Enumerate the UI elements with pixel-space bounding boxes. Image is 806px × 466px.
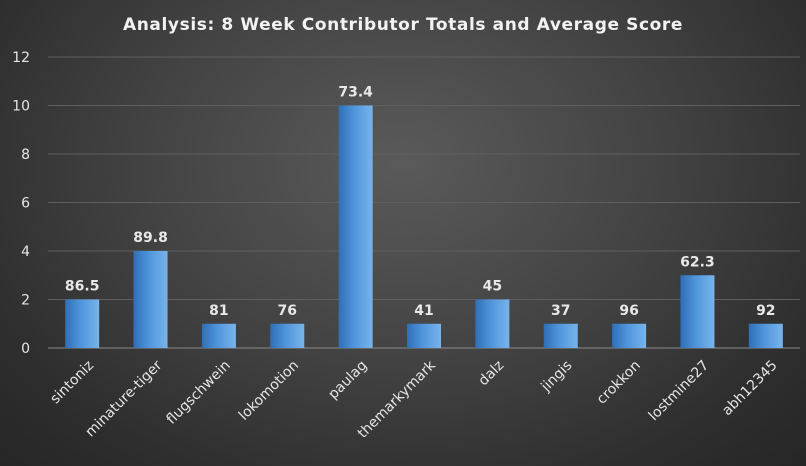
x-tick-label: lostmine27 <box>646 358 713 425</box>
y-axis-ticks: 0 2 4 6 8 10 12 <box>12 50 30 357</box>
data-label: 92 <box>756 303 775 319</box>
data-label: 76 <box>278 303 297 319</box>
data-label: 45 <box>483 279 502 295</box>
bar-minature-tiger <box>133 251 168 348</box>
x-tick-label: abh12345 <box>719 358 780 419</box>
data-label: 37 <box>551 303 570 319</box>
x-tick-label: paulag <box>325 358 370 403</box>
y-tick-label: 8 <box>21 147 30 163</box>
data-label: 96 <box>619 303 638 319</box>
x-tick-label: jingis <box>538 358 576 396</box>
x-tick-label: lokomotion <box>236 358 302 424</box>
data-label: 73.4 <box>338 85 373 101</box>
y-tick-label: 4 <box>21 244 30 260</box>
x-tick-label: crokkon <box>594 358 644 408</box>
bar-paulag <box>338 105 373 348</box>
y-tick-label: 6 <box>21 196 30 212</box>
bar-flugschwein <box>201 323 236 348</box>
data-label: 41 <box>414 303 433 319</box>
y-tick-label: 10 <box>12 99 30 115</box>
bar-lokomotion <box>270 323 305 348</box>
bar-themarkymark <box>407 323 441 348</box>
x-tick-label: dalz <box>476 358 508 390</box>
data-label: 89.8 <box>133 230 168 246</box>
bar-jingis <box>543 323 578 348</box>
bar-lostmine27 <box>680 275 715 348</box>
bar-sintoniz <box>65 299 100 348</box>
data-label: 81 <box>209 303 228 319</box>
data-label: 62.3 <box>680 254 715 270</box>
bar-abh12345 <box>748 323 783 348</box>
chart-title: Analysis: 8 Week Contributor Totals and … <box>123 15 683 35</box>
bar-dalz <box>475 299 510 348</box>
y-tick-label: 2 <box>21 293 30 309</box>
data-labels: 86.5 89.8 81 76 73.4 41 45 37 96 62.3 92 <box>65 85 776 319</box>
bars <box>65 105 783 348</box>
bar-crokkon <box>612 323 647 348</box>
y-tick-label: 0 <box>21 341 30 357</box>
y-tick-label: 12 <box>12 50 30 66</box>
x-tick-label: sintoniz <box>47 358 97 408</box>
gridlines <box>48 56 800 349</box>
data-label: 86.5 <box>65 279 100 295</box>
x-tick-label: flugschwein <box>164 358 234 428</box>
